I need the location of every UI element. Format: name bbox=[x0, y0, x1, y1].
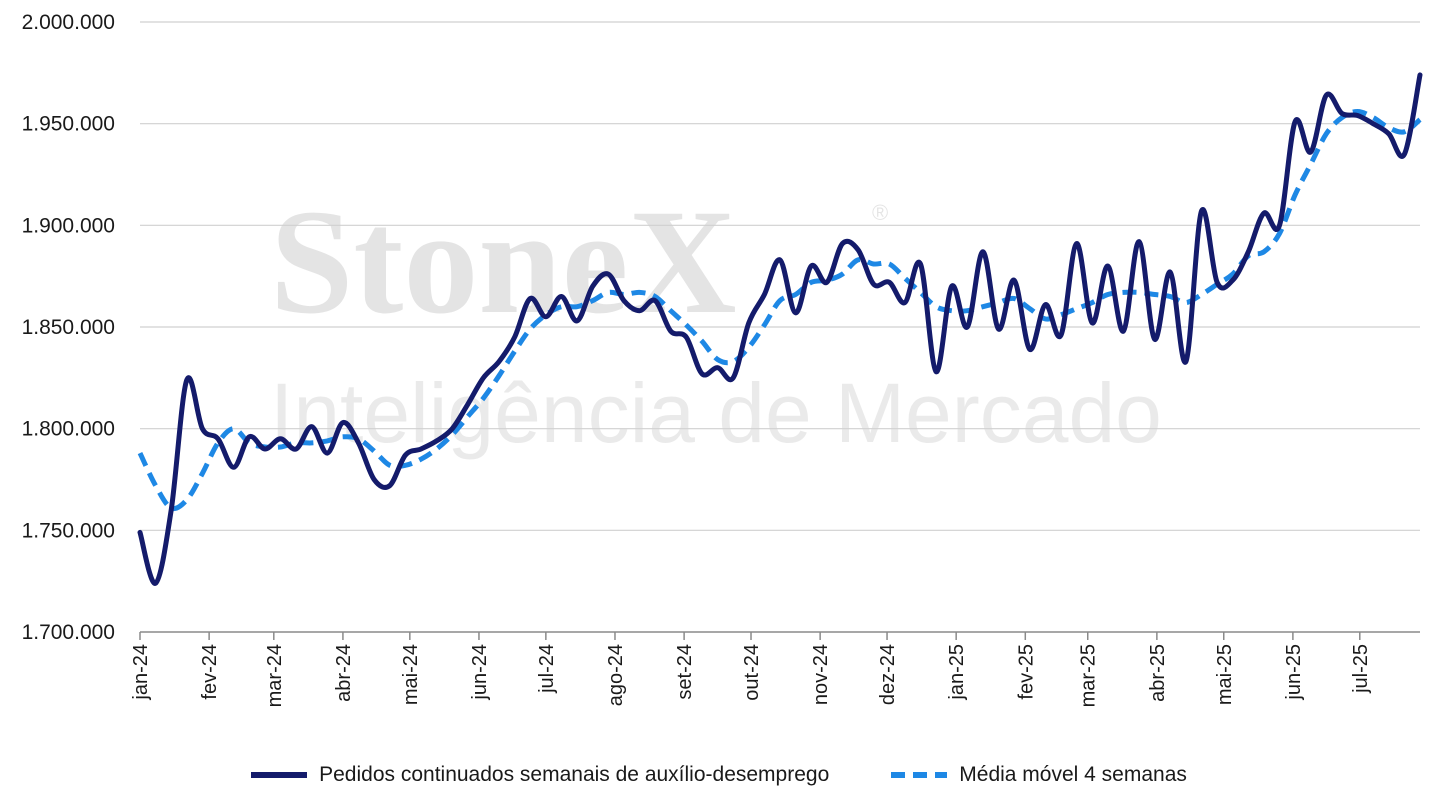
watermark: StoneX ® Inteligência de Mercado bbox=[270, 179, 1162, 460]
y-tick-label: 1.750.000 bbox=[22, 519, 115, 542]
y-tick-label: 1.700.000 bbox=[22, 621, 115, 644]
x-tick-label: abr-25 bbox=[1147, 644, 1169, 702]
x-tick-label: mai-25 bbox=[1214, 644, 1236, 705]
series-lines bbox=[137, 72, 1423, 586]
watermark-registered-mark: ® bbox=[872, 200, 888, 225]
x-tick-label: fev-24 bbox=[199, 644, 221, 700]
x-tick-label: out-24 bbox=[741, 644, 763, 701]
x-tick-label: mar-25 bbox=[1078, 644, 1100, 707]
y-tick-label: 1.800.000 bbox=[22, 418, 115, 441]
line-chart: StoneX ® Inteligência de Mercado 1.700.0… bbox=[22, 11, 1423, 707]
legend-swatch-dashed bbox=[891, 772, 948, 778]
x-tick-label: nov-24 bbox=[810, 644, 832, 705]
legend-item-moving-average: Média móvel 4 semanas bbox=[891, 763, 1187, 787]
y-tick-label: 1.850.000 bbox=[22, 316, 115, 339]
x-tick-label: abr-24 bbox=[333, 644, 355, 702]
y-tick-label: 1.900.000 bbox=[22, 214, 115, 237]
legend-label-moving-average: Média móvel 4 semanas bbox=[959, 763, 1187, 786]
watermark-brand: StoneX bbox=[270, 179, 737, 345]
legend-label-weekly-claims: Pedidos continuados semanais de auxílio-… bbox=[319, 763, 830, 786]
x-tick-label: jul-25 bbox=[1350, 644, 1372, 694]
y-tick-label: 2.000.000 bbox=[22, 11, 115, 34]
legend-item-weekly-claims: Pedidos continuados semanais de auxílio-… bbox=[251, 763, 829, 787]
x-tick-label: jun-24 bbox=[469, 644, 491, 701]
y-tick-label: 1.950.000 bbox=[22, 113, 115, 136]
x-tick-label: jan-25 bbox=[946, 644, 968, 701]
legend-swatch-solid bbox=[251, 772, 308, 778]
x-tick-label: mai-24 bbox=[400, 644, 422, 705]
x-axis: jan-24 fev-24 mar-24 abr-24 mai-24 jun-24 jul-… bbox=[130, 631, 1420, 707]
x-tick-label: mar-24 bbox=[264, 644, 286, 707]
watermark-tagline: Inteligência de Mercado bbox=[270, 366, 1162, 460]
x-tick-label: dez-24 bbox=[877, 644, 899, 705]
x-tick-label: fev-25 bbox=[1015, 644, 1037, 700]
y-axis: 1.700.000 1.750.000 1.800.000 1.850.000 1.90… bbox=[22, 11, 115, 644]
legend: Pedidos continuados semanais de auxílio-… bbox=[0, 760, 1438, 790]
x-tick-label: ago-24 bbox=[605, 644, 627, 706]
x-tick-label: jul-24 bbox=[536, 644, 558, 694]
series-line-weekly-claims bbox=[137, 72, 1423, 586]
x-tick-label: jan-24 bbox=[130, 644, 152, 701]
x-tick-label: set-24 bbox=[674, 644, 696, 700]
x-tick-label: jun-25 bbox=[1283, 644, 1305, 701]
